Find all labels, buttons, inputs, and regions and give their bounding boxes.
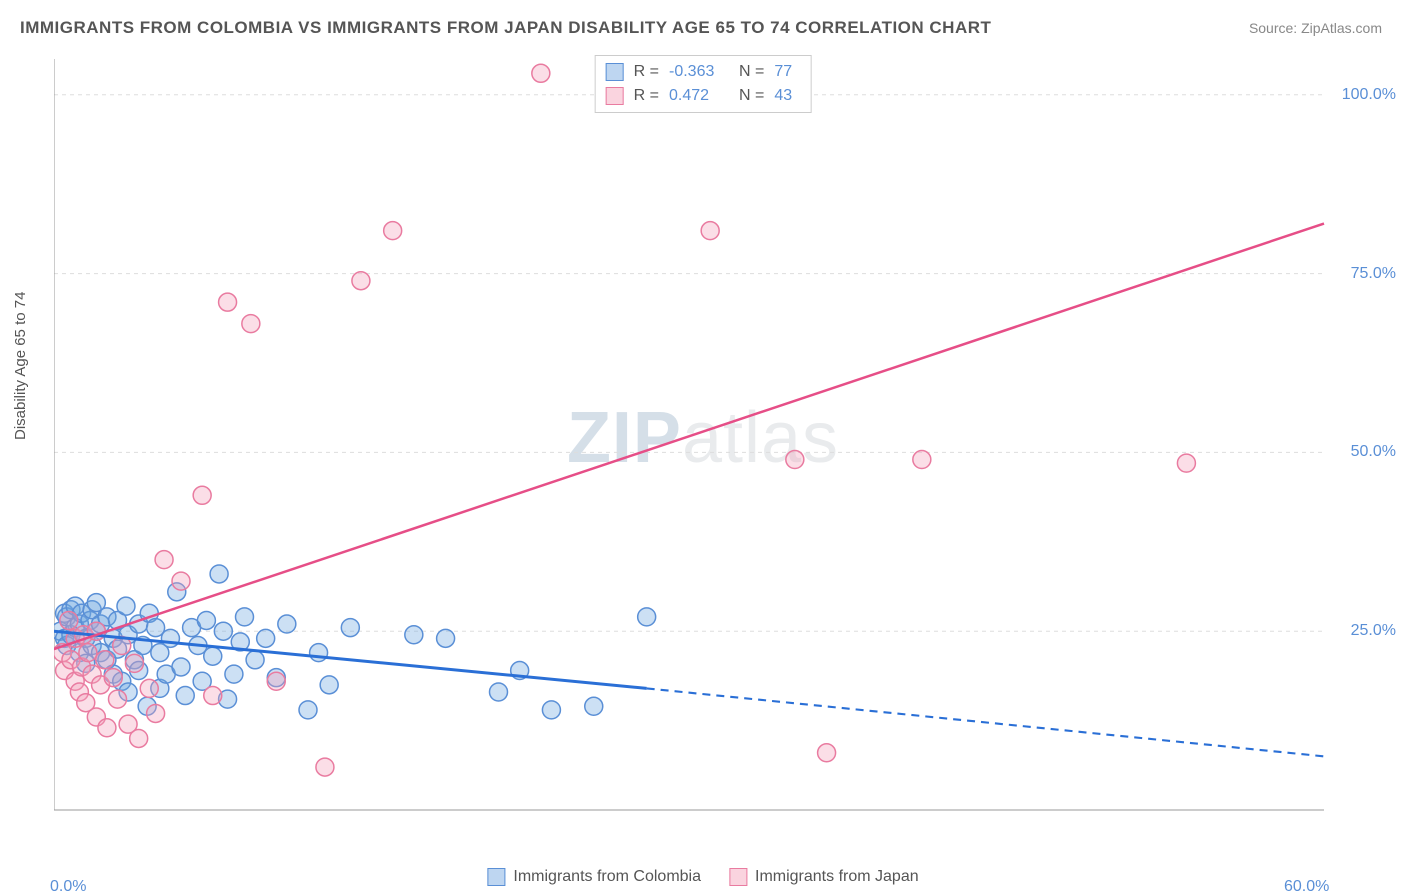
legend-row-colombia: R = -0.363 N = 77 [606,60,801,84]
r-value: -0.363 [669,60,729,84]
r-label: R = [634,84,659,108]
swatch-blue-icon [606,63,624,81]
legend-item-colombia: Immigrants from Colombia [487,868,701,886]
chart-plot-area [54,55,1384,840]
y-tick-label: 25.0% [1351,622,1396,640]
r-value: 0.472 [669,84,729,108]
n-label: N = [739,60,764,84]
legend-label: Immigrants from Japan [755,868,919,886]
scatter-chart-svg [54,55,1384,840]
r-label: R = [634,60,659,84]
y-tick-label: 50.0% [1351,443,1396,461]
n-value: 43 [774,84,800,108]
swatch-pink-icon [606,87,624,105]
chart-title: IMMIGRANTS FROM COLOMBIA VS IMMIGRANTS F… [20,18,991,38]
swatch-blue-icon [487,868,505,886]
legend-item-japan: Immigrants from Japan [729,868,919,886]
legend-label: Immigrants from Colombia [513,868,701,886]
series-legend: Immigrants from Colombia Immigrants from… [487,868,918,886]
correlation-legend: R = -0.363 N = 77 R = 0.472 N = 43 [595,55,812,113]
y-tick-label: 100.0% [1342,86,1396,104]
legend-row-japan: R = 0.472 N = 43 [606,84,801,108]
source-attribution: Source: ZipAtlas.com [1249,20,1382,36]
y-axis-label: Disability Age 65 to 74 [12,292,29,440]
n-label: N = [739,84,764,108]
swatch-pink-icon [729,868,747,886]
n-value: 77 [774,60,800,84]
x-tick-label: 60.0% [1284,878,1329,896]
y-tick-label: 75.0% [1351,265,1396,283]
x-tick-label: 0.0% [50,878,86,896]
